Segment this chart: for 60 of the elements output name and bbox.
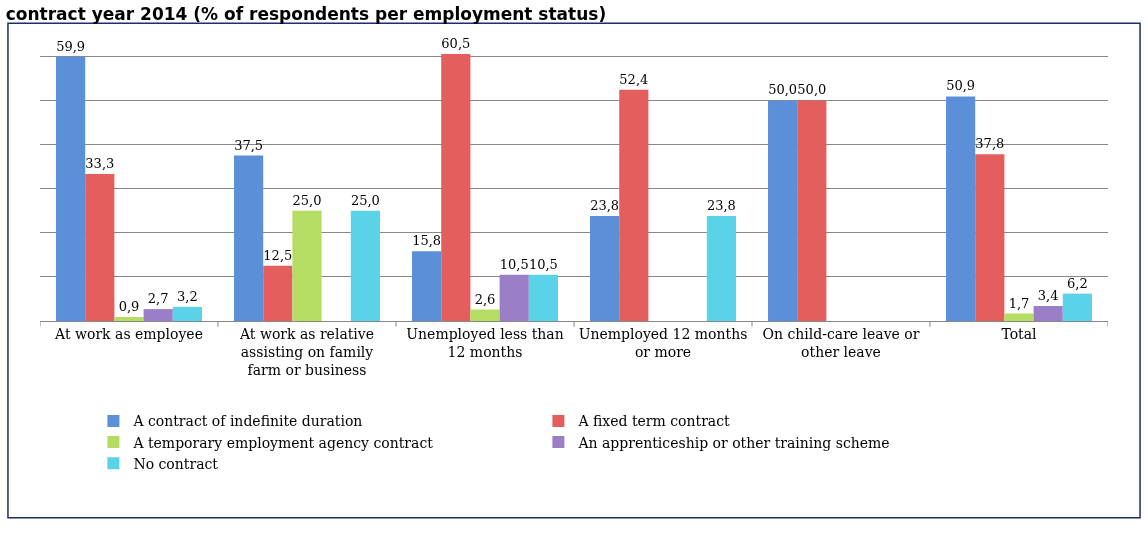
bar bbox=[85, 174, 115, 321]
data-label: 25,0 bbox=[292, 192, 322, 208]
bar bbox=[292, 210, 322, 321]
bar bbox=[172, 306, 202, 321]
bar bbox=[1033, 306, 1063, 321]
legend-label: A contract of indefinite duration bbox=[132, 413, 363, 430]
bar bbox=[263, 265, 293, 321]
bar bbox=[1062, 293, 1092, 321]
data-label: 0,9 bbox=[118, 299, 140, 315]
bar bbox=[619, 89, 649, 321]
data-label: 52,4 bbox=[619, 71, 649, 87]
legend-label: A fixed term contract bbox=[577, 413, 731, 430]
data-label: 60,5 bbox=[441, 36, 471, 52]
bar bbox=[706, 215, 736, 321]
data-label: 3,4 bbox=[1037, 288, 1059, 303]
bar bbox=[350, 210, 380, 321]
x-tick-label: At work as relative assisting on family farm or business bbox=[238, 325, 375, 379]
x-tick-label: Unemployed 12 months or more bbox=[578, 325, 748, 360]
data-label: 10,5 bbox=[528, 256, 558, 272]
data-label: 37,5 bbox=[234, 137, 264, 153]
bar bbox=[441, 54, 471, 321]
data-label: 59,9 bbox=[56, 38, 86, 54]
data-label: 3,2 bbox=[177, 288, 198, 304]
bar bbox=[797, 100, 827, 321]
data-label: 23,8 bbox=[706, 197, 736, 213]
data-label: 23,8 bbox=[590, 197, 620, 213]
data-label: 2,7 bbox=[147, 291, 169, 307]
data-label: 10,5 bbox=[499, 256, 529, 272]
data-label: 50,0 bbox=[797, 82, 827, 98]
data-label: 1,7 bbox=[1008, 295, 1030, 311]
bar bbox=[528, 274, 558, 321]
data-label: 33,3 bbox=[85, 156, 115, 172]
bar bbox=[1004, 313, 1034, 321]
legend-label: No contract bbox=[133, 455, 219, 472]
bar bbox=[946, 96, 976, 321]
data-label: 15,8 bbox=[412, 233, 442, 249]
x-tick-label: At work as employee bbox=[54, 325, 203, 342]
bar bbox=[470, 309, 500, 321]
data-label: 25,0 bbox=[350, 192, 380, 208]
data-label: 50,0 bbox=[768, 82, 798, 98]
data-label: 12,5 bbox=[263, 247, 293, 263]
data-label: 6,2 bbox=[1067, 275, 1088, 291]
bar bbox=[234, 155, 264, 321]
bar bbox=[114, 317, 144, 321]
bar bbox=[143, 309, 173, 321]
legend-label: A temporary employment agency contract bbox=[132, 434, 434, 451]
x-tick-label: On child-care leave or other leave bbox=[762, 325, 920, 360]
bar bbox=[56, 56, 86, 321]
legend-label: An apprenticeship or other training scheme bbox=[577, 434, 890, 451]
chart-title: contract year 2014 (% of respondents per employment status) bbox=[5, 4, 607, 25]
x-tick-label: Total bbox=[1001, 325, 1038, 342]
bar bbox=[412, 251, 442, 321]
bar bbox=[590, 215, 620, 321]
x-tick-label: Unemployed less than 12 months bbox=[406, 325, 564, 360]
bar bbox=[768, 100, 798, 321]
data-label: 37,8 bbox=[975, 136, 1005, 152]
data-label: 2,6 bbox=[474, 291, 496, 307]
bar bbox=[499, 274, 529, 321]
data-label: 50,9 bbox=[946, 78, 976, 94]
bar bbox=[975, 154, 1005, 321]
